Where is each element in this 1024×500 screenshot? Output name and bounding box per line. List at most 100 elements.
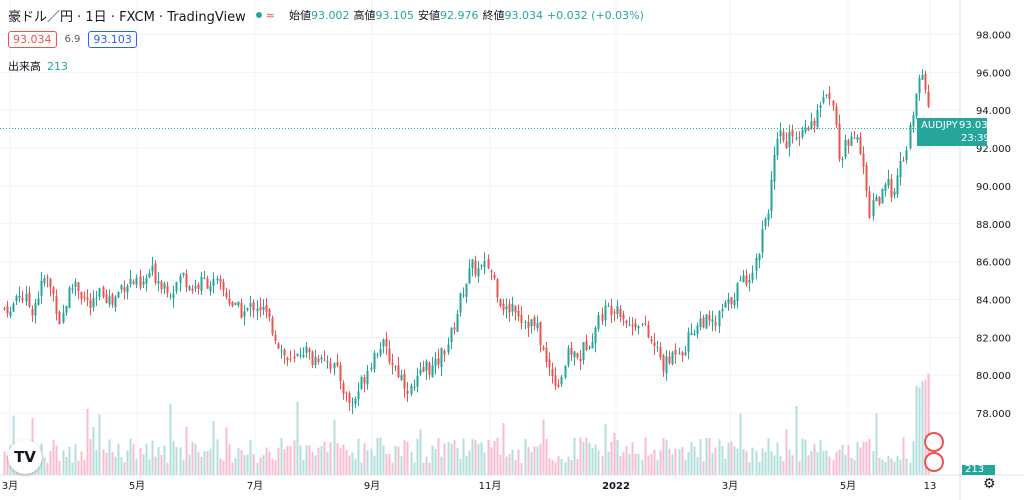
- high-label: 高値: [353, 9, 376, 22]
- candle-body: [585, 340, 588, 351]
- candle-body: [431, 365, 434, 378]
- volume-bar: [557, 456, 560, 475]
- volume-bar: [77, 460, 80, 475]
- candle-body: [154, 263, 157, 283]
- candle-body: [844, 140, 847, 158]
- candle-body: [671, 352, 674, 364]
- candle-body: [228, 298, 231, 304]
- quote-buttons: 93.034 6.9 93.103: [8, 31, 137, 48]
- volume-bar: [505, 456, 508, 475]
- candle-body: [55, 296, 58, 314]
- volume-bar: [927, 373, 930, 475]
- candle-body: [280, 350, 283, 352]
- volume-bar: [597, 450, 600, 475]
- volume-bar: [95, 449, 98, 475]
- candle-body: [520, 314, 523, 323]
- volume-bar: [622, 452, 625, 475]
- tradingview-logo[interactable]: TV: [8, 440, 42, 474]
- candle-body: [49, 278, 52, 288]
- candle-body: [557, 384, 560, 387]
- volume-bar: [46, 462, 49, 475]
- x-tick-label: 9月: [364, 480, 380, 492]
- candle-body: [43, 278, 46, 284]
- candle-body: [37, 298, 40, 305]
- candle-body: [246, 307, 249, 311]
- candle-body: [311, 351, 314, 366]
- volume-bar: [416, 438, 419, 475]
- y-tick-label: 90.000: [976, 182, 1011, 193]
- candle-body: [567, 348, 570, 366]
- candle-body: [83, 296, 86, 298]
- buy-button[interactable]: 93.103: [88, 31, 137, 48]
- candle-body: [560, 376, 563, 385]
- candle-body: [348, 393, 351, 404]
- candle-body: [795, 137, 798, 139]
- australia-flag-icon[interactable]: [924, 432, 944, 452]
- candle-body: [216, 278, 219, 281]
- volume-label: 出来高: [8, 60, 41, 73]
- volume-bar: [539, 443, 542, 475]
- volume-bar: [850, 458, 853, 475]
- candle-body: [832, 100, 835, 106]
- candle-body: [80, 291, 83, 299]
- volume-bar: [653, 449, 656, 475]
- volume-bar: [447, 441, 450, 475]
- volume-bar: [394, 445, 397, 475]
- sell-button[interactable]: 93.034: [8, 31, 57, 48]
- volume-bar: [203, 451, 206, 475]
- candle-body: [68, 287, 71, 309]
- volume-bar: [191, 441, 194, 475]
- candle-body: [773, 154, 776, 182]
- candle-body: [724, 302, 727, 308]
- volume-bar: [431, 445, 434, 475]
- candle-body: [634, 323, 637, 328]
- gear-icon[interactable]: ⚙: [983, 476, 996, 492]
- candle-body: [471, 259, 474, 269]
- volume-bar: [564, 462, 567, 475]
- candle-body: [139, 276, 142, 288]
- candle-body: [212, 278, 215, 287]
- volume-bar: [370, 448, 373, 475]
- candle-body: [62, 312, 65, 323]
- volume-bar: [619, 456, 622, 475]
- volume-bar: [844, 454, 847, 475]
- volume-bar: [545, 438, 548, 475]
- candle-body: [34, 303, 37, 316]
- candle-body: [628, 324, 631, 326]
- volume-bar: [474, 440, 477, 475]
- candle-body: [203, 277, 206, 279]
- volume-bar: [237, 448, 240, 475]
- candle-body: [219, 278, 222, 283]
- japan-flag-icon[interactable]: [924, 452, 944, 472]
- volume-bar: [690, 441, 693, 475]
- candle-body: [853, 137, 856, 139]
- volume-bar: [835, 451, 838, 475]
- candle-body: [114, 296, 117, 308]
- volume-bar: [326, 451, 329, 475]
- symbol-title[interactable]: 豪ドル／円 · 1日 · FXCM · TradingView: [8, 9, 246, 25]
- candle-body: [564, 365, 567, 378]
- candle-body: [776, 138, 779, 156]
- x-tick-label: 5月: [129, 480, 145, 492]
- volume-bar: [209, 448, 212, 475]
- candle-body: [542, 347, 545, 350]
- candle-body: [462, 295, 465, 297]
- candle-body: [320, 357, 323, 360]
- volume-bar: [200, 457, 203, 475]
- candle-body: [434, 358, 437, 367]
- candle-body: [647, 324, 650, 338]
- candle-body: [924, 73, 927, 90]
- volume-legend[interactable]: 出来高 213: [8, 58, 68, 74]
- candle-body: [748, 279, 751, 283]
- volume-bar: [314, 455, 317, 475]
- candle-body: [545, 348, 548, 362]
- volume-bar: [813, 444, 816, 475]
- volume-bar: [68, 446, 71, 475]
- candle-body: [185, 274, 188, 288]
- candle-body: [610, 306, 613, 316]
- volume-bar: [499, 454, 502, 475]
- candle-body: [385, 338, 388, 347]
- volume-bar: [748, 462, 751, 475]
- candle-body: [314, 356, 317, 366]
